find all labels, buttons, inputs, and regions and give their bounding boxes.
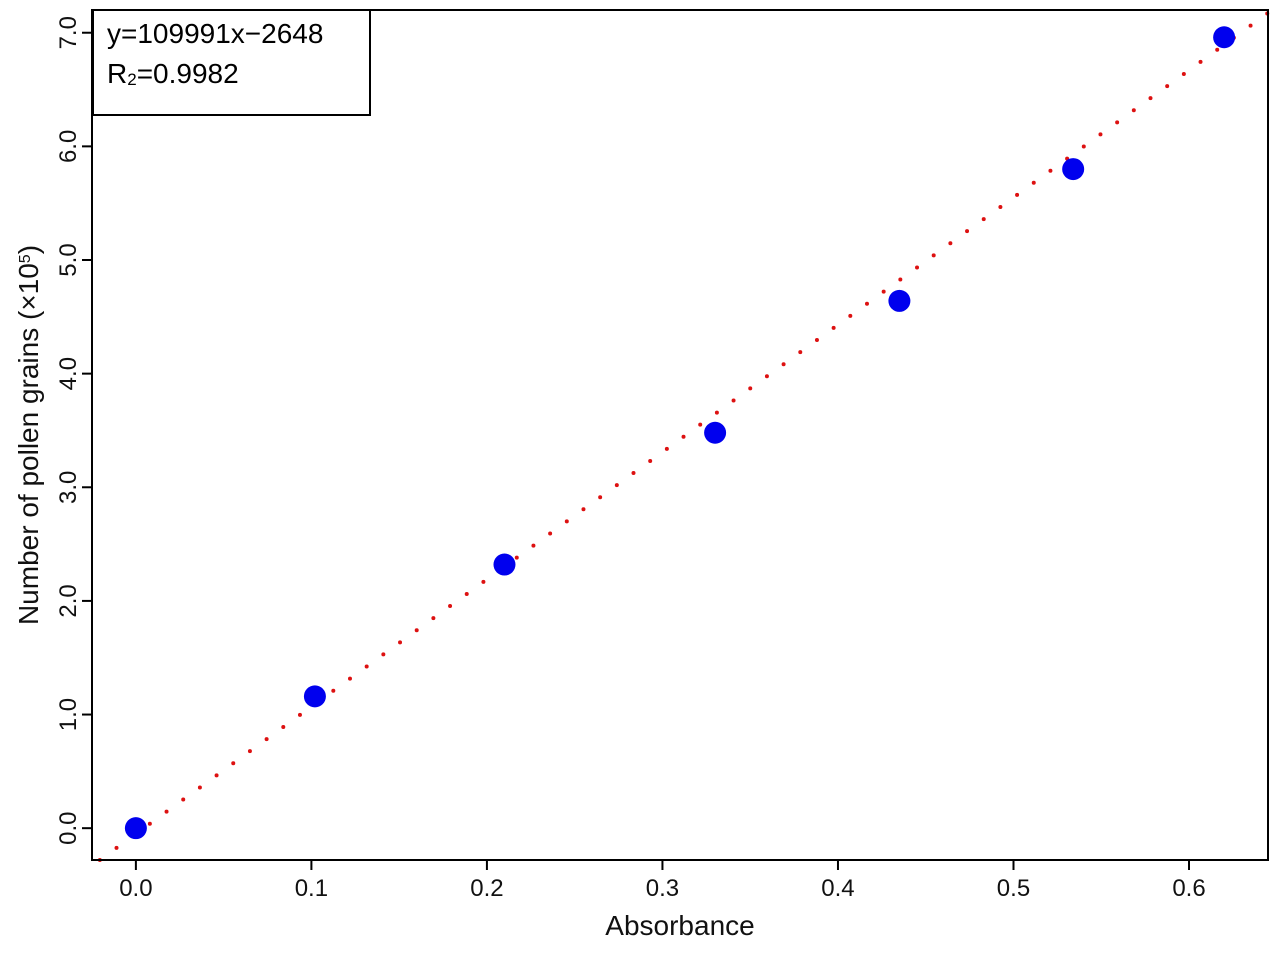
- trendline-path: [97, 10, 1270, 862]
- x-axis-title: Absorbance: [605, 910, 754, 941]
- y-axis: 0.0 1.0 2.0 3.0 4.0 5.0 6.0 7.0: [55, 16, 92, 845]
- y-tick-label: 6.0: [55, 130, 82, 163]
- r-squared: R2=0.9982: [107, 58, 239, 89]
- x-tick-label: 0.6: [1172, 875, 1205, 902]
- data-point: [124, 817, 147, 840]
- y-axis-title: Number of pollen grains (×105): [13, 245, 44, 625]
- data-points: [124, 26, 1236, 840]
- y-tick-label: 1.0: [55, 698, 82, 731]
- data-point: [303, 685, 326, 708]
- r-squared-prefix: R: [107, 58, 127, 89]
- trendline: [97, 10, 1270, 862]
- y-tick-label: 7.0: [55, 16, 82, 49]
- data-point: [704, 421, 727, 444]
- y-tick-label: 5.0: [55, 243, 82, 276]
- x-axis: 0.0 0.1 0.2 0.3 0.4 0.5 0.6: [119, 860, 1206, 902]
- data-point: [888, 289, 911, 312]
- r-squared-subscript: 2: [127, 70, 136, 89]
- equation-box-border: [92, 9, 371, 116]
- data-point: [1062, 158, 1085, 181]
- data-point: [493, 553, 516, 576]
- r-squared-value: =0.9982: [137, 58, 239, 89]
- y-tick-label: 4.0: [55, 357, 82, 390]
- data-point: [1213, 26, 1236, 49]
- y-tick-label: 3.0: [55, 471, 82, 504]
- x-tick-label: 0.2: [470, 875, 503, 902]
- plot-frame: [91, 9, 1269, 861]
- x-tick-label: 0.1: [295, 875, 328, 902]
- y-axis-title-superscript: 5: [17, 254, 34, 263]
- equation-box: y=109991x−2648 R2=0.9982: [92, 9, 371, 116]
- x-tick-label: 0.5: [997, 875, 1030, 902]
- regression-equation: y=109991x−2648: [107, 18, 323, 49]
- y-axis-title-close: ): [13, 245, 44, 254]
- x-tick-label: 0.4: [821, 875, 854, 902]
- y-axis-title-main: Number of pollen grains (×10: [13, 263, 44, 625]
- x-tick-label: 0.3: [646, 875, 679, 902]
- y-tick-label: 2.0: [55, 584, 82, 617]
- y-tick-label: 0.0: [55, 811, 82, 844]
- x-tick-label: 0.0: [119, 875, 152, 902]
